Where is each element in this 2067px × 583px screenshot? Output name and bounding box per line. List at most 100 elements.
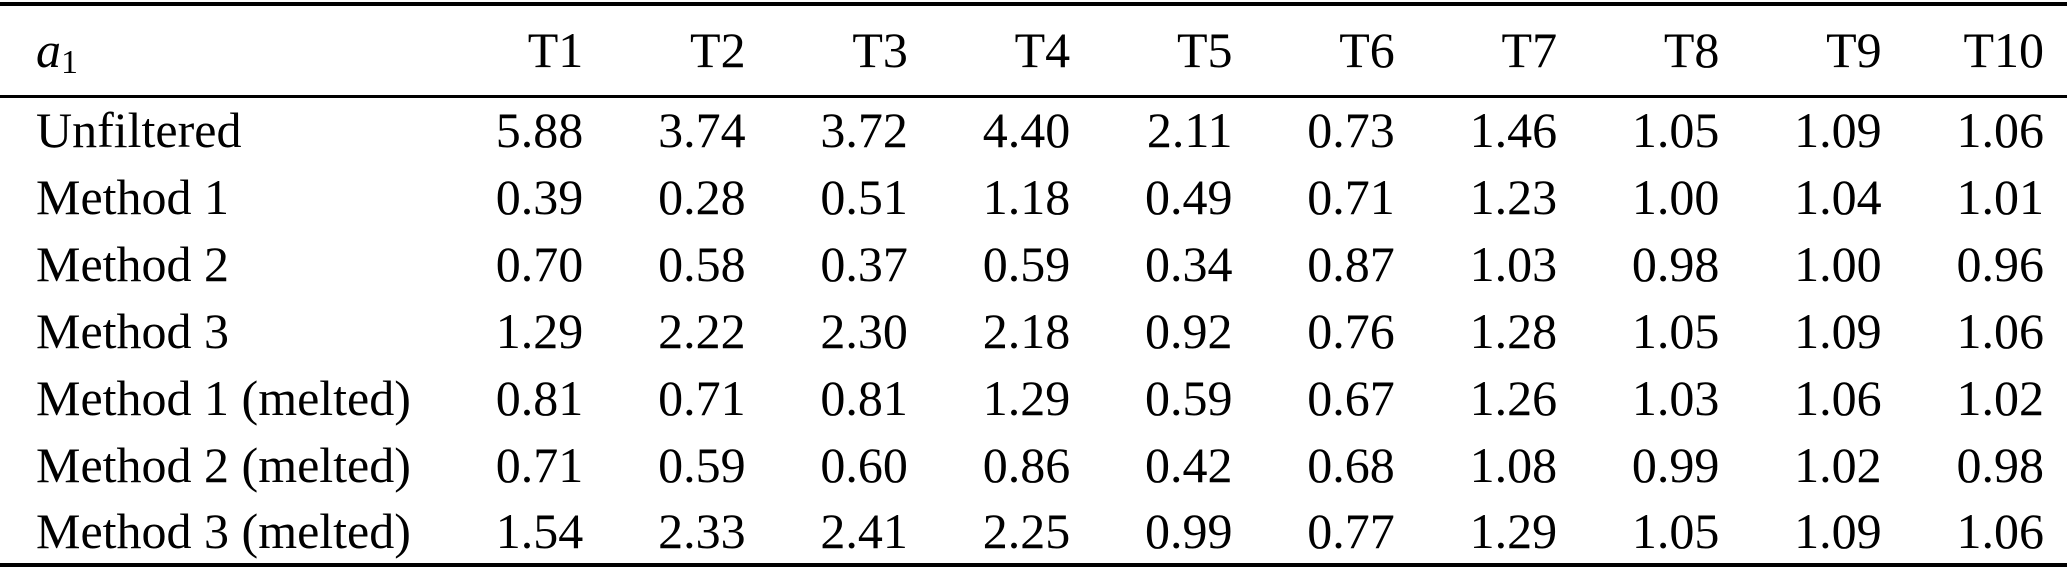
row-label: Method 2: [36, 235, 230, 292]
value-cell: 3.74: [658, 102, 746, 159]
value-cell: 1.09: [1794, 302, 1882, 359]
value-cell: 1.28: [1469, 302, 1558, 359]
table-row: Method 1 (melted) 0.81 0.71 0.81 1.29 0.59 0.6…: [0, 364, 2067, 431]
column-header: T9: [1742, 4, 1905, 98]
table-row: Unfiltered 5.88 3.74 3.72 4.40 2.11 0.73 1.46 1.…: [0, 96, 2067, 163]
table-row: Method 3 (melted) 1.54 2.33 2.41 2.25 0.99 0.7…: [0, 498, 2067, 565]
value-cell: 1.02: [1956, 369, 2045, 426]
value-cell: 1.00: [1631, 168, 1720, 225]
value-cell: 0.99: [1144, 502, 1233, 559]
value-cell: 0.92: [1144, 302, 1233, 359]
value-cell: 0.81: [820, 369, 908, 426]
table-row: Method 2 (melted) 0.71 0.59 0.60 0.86 0.42 0.6…: [0, 431, 2067, 498]
value-cell: 2.18: [982, 302, 1071, 359]
value-cell: 2.25: [982, 502, 1071, 559]
value-cell: 4.40: [982, 102, 1071, 159]
value-cell: 1.01: [1956, 168, 2045, 225]
table-row: Method 1 0.39 0.28 0.51 1.18 0.49 0.71 1.23 1.00…: [0, 163, 2067, 230]
column-header: T4: [930, 4, 1094, 98]
corner-label-base: a: [36, 22, 61, 79]
row-label: Method 2 (melted): [36, 436, 411, 493]
value-cell: 1.08: [1469, 436, 1558, 493]
value-cell: 0.71: [495, 436, 584, 493]
column-header: T5: [1093, 4, 1256, 98]
value-cell: 0.34: [1144, 235, 1233, 292]
column-header: T8: [1580, 4, 1743, 98]
column-header: T6: [1255, 4, 1418, 98]
value-cell: 2.41: [820, 502, 908, 559]
value-cell: 1.05: [1631, 102, 1720, 159]
table-row: Method 2 0.70 0.58 0.37 0.59 0.34 0.87 1.03 0.98…: [0, 230, 2067, 297]
value-cell: 0.42: [1144, 436, 1233, 493]
header-row: a1 T1 T2 T3 T4 T5 T6 T7 T8 T9 T10: [0, 4, 2067, 98]
value-cell: 0.59: [1144, 369, 1233, 426]
value-cell: 2.30: [820, 302, 908, 359]
value-cell: 0.70: [495, 235, 584, 292]
value-cell: 2.33: [658, 502, 746, 559]
value-cell: 0.28: [658, 168, 746, 225]
value-cell: 0.87: [1307, 235, 1395, 292]
value-cell: 0.76: [1307, 302, 1395, 359]
value-cell: 1.06: [1956, 502, 2045, 559]
value-cell: 2.11: [1146, 102, 1233, 159]
table-body: Unfiltered 5.88 3.74 3.72 4.40 2.11 0.73 1.46 1.…: [0, 96, 2067, 565]
column-header: T2: [606, 4, 769, 98]
value-cell: 1.03: [1469, 235, 1558, 292]
value-cell: 1.06: [1794, 369, 1882, 426]
value-cell: 1.26: [1469, 369, 1558, 426]
value-cell: 0.86: [982, 436, 1071, 493]
row-label: Unfiltered: [36, 102, 242, 159]
value-cell: 5.88: [495, 102, 584, 159]
value-cell: 1.18: [982, 168, 1071, 225]
value-cell: 1.23: [1469, 168, 1558, 225]
value-cell: 0.71: [658, 369, 746, 426]
value-cell: 0.49: [1144, 168, 1233, 225]
value-cell: 1.09: [1794, 502, 1882, 559]
value-cell: 1.46: [1469, 102, 1558, 159]
value-cell: 0.58: [658, 235, 746, 292]
value-cell: 0.59: [982, 235, 1071, 292]
column-header: T10: [1904, 4, 2067, 98]
value-cell: 0.59: [658, 436, 746, 493]
value-cell: 1.05: [1631, 502, 1720, 559]
value-cell: 2.22: [658, 302, 746, 359]
results-table: a1 T1 T2 T3 T4 T5 T6 T7 T8 T9 T10 Unfiltered 5.88 3…: [0, 2, 2067, 567]
value-cell: 0.60: [820, 436, 908, 493]
row-label: Method 3: [36, 302, 230, 359]
row-label: Method 3 (melted): [36, 502, 411, 559]
column-header: T1: [444, 4, 607, 98]
value-cell: 1.06: [1956, 302, 2045, 359]
value-cell: 0.37: [820, 235, 908, 292]
value-cell: 0.98: [1631, 235, 1720, 292]
value-cell: 1.29: [982, 369, 1071, 426]
value-cell: 1.29: [495, 302, 584, 359]
value-cell: 1.03: [1631, 369, 1720, 426]
value-cell: 1.06: [1956, 102, 2045, 159]
corner-label-subscript: 1: [61, 44, 78, 82]
value-cell: 0.96: [1956, 235, 2045, 292]
value-cell: 1.04: [1794, 168, 1882, 225]
value-cell: 0.39: [495, 168, 584, 225]
value-cell: 0.71: [1307, 168, 1395, 225]
value-cell: 0.68: [1307, 436, 1395, 493]
table-row: Method 3 1.29 2.22 2.30 2.18 0.92 0.76 1.28 1.05…: [0, 297, 2067, 364]
value-cell: 0.73: [1307, 102, 1395, 159]
value-cell: 1.05: [1631, 302, 1720, 359]
value-cell: 1.00: [1794, 235, 1882, 292]
value-cell: 1.02: [1794, 436, 1882, 493]
value-cell: 0.67: [1307, 369, 1395, 426]
value-cell: 0.98: [1956, 436, 2045, 493]
value-cell: 3.72: [820, 102, 908, 159]
value-cell: 1.09: [1794, 102, 1882, 159]
column-header: T3: [768, 4, 931, 98]
value-cell: 1.54: [495, 502, 584, 559]
row-label: Method 1: [36, 168, 230, 225]
row-label: Method 1 (melted): [36, 369, 411, 426]
table-header: a1 T1 T2 T3 T4 T5 T6 T7 T8 T9 T10: [0, 4, 2067, 98]
value-cell: 0.77: [1307, 502, 1395, 559]
corner-label: a1: [0, 4, 444, 98]
value-cell: 0.81: [495, 369, 584, 426]
value-cell: 1.29: [1469, 502, 1558, 559]
column-header: T7: [1417, 4, 1581, 98]
